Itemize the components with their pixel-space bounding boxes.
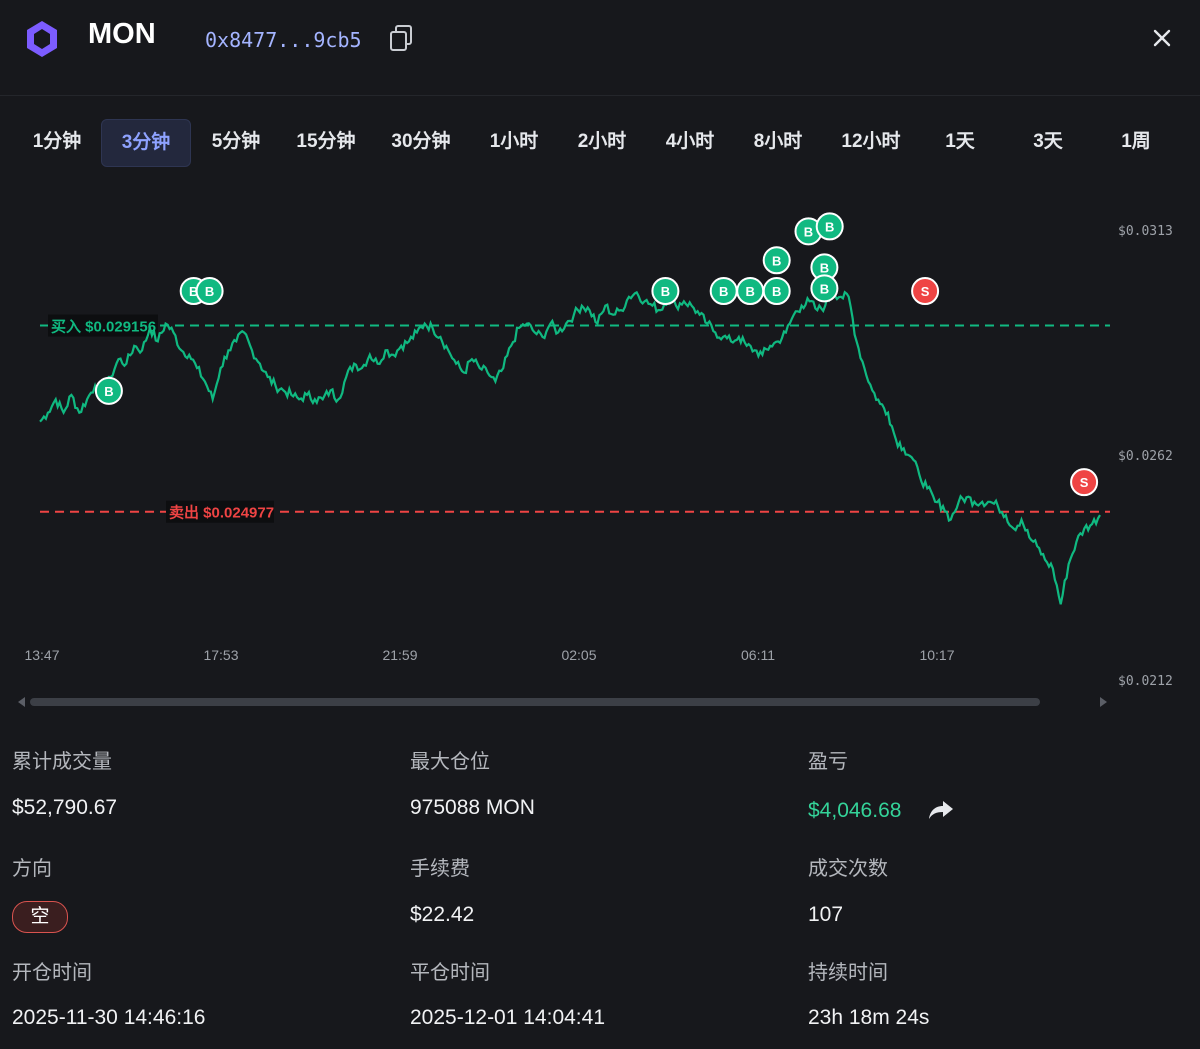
y-tick-label: $0.0313	[1118, 224, 1173, 239]
marker-letter: B	[205, 284, 214, 299]
buy-marker[interactable]: B	[762, 246, 791, 275]
volume-value: $52,790.67	[12, 796, 118, 819]
buy-marker[interactable]: B	[762, 277, 791, 306]
buy-marker[interactable]: B	[709, 277, 738, 306]
x-tick-label: 02:05	[561, 647, 596, 663]
buy-label-bg	[48, 314, 158, 337]
marker-letter: B	[804, 224, 813, 239]
marker-letter: B	[189, 284, 198, 299]
trades-label: 成交次数	[808, 858, 888, 880]
sell-marker[interactable]: S	[1070, 468, 1099, 497]
token-name: MON	[88, 18, 156, 50]
tab-8h[interactable]: 8小时	[753, 131, 803, 152]
sell-price-label: 卖出 $0.024977	[169, 504, 274, 522]
x-tick-label: 06:11	[741, 647, 775, 663]
marker-letter: B	[746, 284, 755, 299]
marker-letter: B	[820, 281, 829, 296]
x-tick-label: 10:17	[919, 647, 954, 663]
volume-label: 累计成交量	[12, 751, 112, 773]
pnl-label: 盈亏	[808, 751, 848, 773]
direction-badge: 空	[12, 901, 68, 933]
buy-marker[interactable]: B	[815, 212, 844, 241]
marker-letter: S	[1080, 475, 1089, 490]
x-tick-label: 13:47	[24, 647, 59, 663]
buy-marker[interactable]: B	[810, 253, 839, 282]
buy-price-label: 买入 $0.029156	[51, 319, 156, 336]
marker-letter: S	[921, 284, 930, 299]
tab-3m[interactable]: 3分钟	[101, 119, 191, 167]
share-icon[interactable]	[928, 799, 954, 821]
max-position-label: 最大仓位	[410, 751, 490, 773]
y-tick-label: $0.0262	[1118, 449, 1173, 464]
close-time-value: 2025-12-01 14:04:41	[410, 1006, 605, 1029]
x-tick-label: 17:53	[203, 647, 238, 663]
tab-1m[interactable]: 1分钟	[32, 131, 82, 152]
tab-15m[interactable]: 15分钟	[296, 131, 356, 152]
tab-1d[interactable]: 1天	[945, 131, 975, 152]
direction-label: 方向	[12, 858, 52, 880]
open-time-label: 开仓时间	[12, 962, 92, 984]
y-tick-label: $0.0212	[1118, 674, 1173, 689]
tab-30m[interactable]: 30分钟	[391, 131, 451, 152]
marker-letter: B	[104, 384, 113, 399]
scroll-left-icon[interactable]	[18, 697, 25, 707]
price-line	[39, 289, 1101, 605]
fee-label: 手续费	[410, 858, 470, 880]
buy-marker[interactable]: B	[810, 274, 839, 303]
marker-letter: B	[825, 219, 834, 234]
marker-letter: B	[772, 284, 781, 299]
duration-value: 23h 18m 24s	[808, 1006, 930, 1029]
buy-marker[interactable]: B	[94, 376, 123, 405]
tab-5m[interactable]: 5分钟	[211, 131, 261, 152]
scroll-right-icon[interactable]	[1100, 697, 1107, 707]
fee-value: $22.42	[410, 903, 475, 926]
close-time-label: 平仓时间	[410, 962, 490, 984]
tab-2h[interactable]: 2小时	[577, 131, 627, 152]
scrollbar-thumb[interactable]	[30, 698, 1040, 706]
close-icon[interactable]	[1148, 24, 1176, 52]
sell-marker[interactable]: S	[911, 277, 940, 306]
marker-letter: B	[661, 284, 670, 299]
hexagon-logo-icon	[27, 21, 57, 57]
timeframe-tabs: 1分钟 3分钟 5分钟 15分钟 30分钟 1小时 2小时 4小时 8小时 12…	[12, 119, 1188, 167]
marker-letter: B	[820, 260, 829, 275]
trades-value: 107	[808, 903, 844, 926]
open-time-value: 2025-11-30 14:46:16	[12, 1006, 206, 1029]
x-tick-label: 21:59	[382, 647, 417, 663]
header: MON 0x8477...9cb5	[0, 0, 1200, 96]
tab-1w[interactable]: 1周	[1121, 131, 1151, 152]
buy-marker[interactable]: B	[195, 277, 224, 306]
copy-icon[interactable]	[388, 24, 414, 52]
max-position-value: 975088 MON	[410, 796, 535, 819]
tab-3d[interactable]: 3天	[1033, 131, 1063, 152]
duration-label: 持续时间	[808, 962, 888, 984]
sell-label-bg	[166, 500, 274, 523]
tab-1h[interactable]: 1小时	[489, 131, 539, 152]
marker-letter: B	[772, 253, 781, 268]
buy-marker[interactable]: B	[736, 277, 765, 306]
token-address[interactable]: 0x8477...9cb5	[205, 28, 362, 52]
buy-marker[interactable]: B	[651, 277, 680, 306]
tab-12h[interactable]: 12小时	[841, 131, 901, 152]
marker-letter: B	[719, 284, 728, 299]
tab-4h[interactable]: 4小时	[665, 131, 715, 152]
pnl-value: $4,046.68	[808, 799, 902, 822]
